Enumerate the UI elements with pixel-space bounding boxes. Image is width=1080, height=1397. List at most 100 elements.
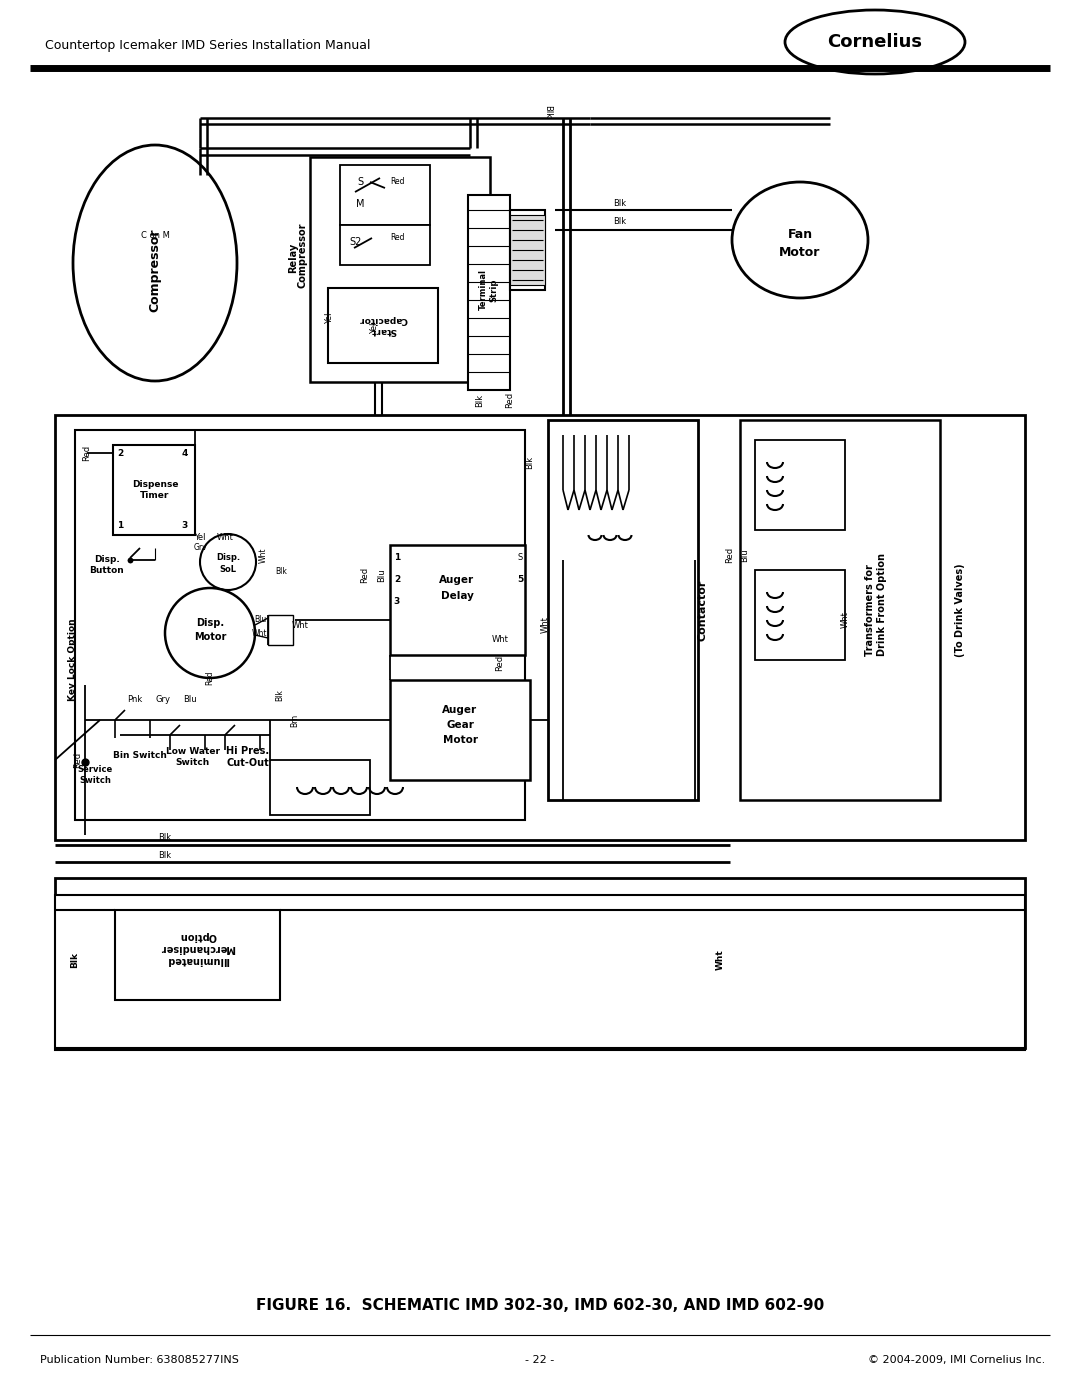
Bar xyxy=(55,877,1025,1048)
Text: Red: Red xyxy=(82,444,92,461)
Text: S: S xyxy=(517,553,523,563)
Ellipse shape xyxy=(165,588,255,678)
Text: Hi Pres.
Cut-Out: Hi Pres. Cut-Out xyxy=(227,746,270,768)
Ellipse shape xyxy=(200,534,256,590)
Text: Disp.: Disp. xyxy=(195,617,224,629)
Text: Blk: Blk xyxy=(275,689,284,701)
Bar xyxy=(55,895,1025,1051)
Text: Service
Switch: Service Switch xyxy=(78,766,112,785)
Bar xyxy=(740,420,940,800)
Text: Blu: Blu xyxy=(254,616,266,624)
Text: Blk: Blk xyxy=(613,218,626,226)
Bar xyxy=(510,215,545,285)
Text: Blk: Blk xyxy=(70,951,80,968)
Text: © 2004-2009, IMI Cornelius Inc.: © 2004-2009, IMI Cornelius Inc. xyxy=(867,1355,1045,1365)
Text: S: S xyxy=(356,177,363,187)
Text: Blk: Blk xyxy=(543,105,553,119)
Bar xyxy=(755,570,845,659)
Text: Compressor: Compressor xyxy=(149,228,162,312)
Text: Low Water
Switch: Low Water Switch xyxy=(166,747,220,767)
Bar xyxy=(548,420,698,800)
Ellipse shape xyxy=(732,182,868,298)
Text: Red: Red xyxy=(726,548,734,563)
Text: Wht: Wht xyxy=(217,532,233,542)
Text: Transformers for: Transformers for xyxy=(865,564,875,657)
Text: Wht: Wht xyxy=(540,616,550,633)
Text: (To Drink Valves): (To Drink Valves) xyxy=(955,563,966,657)
Text: Red: Red xyxy=(205,671,215,686)
Text: Gear: Gear xyxy=(446,719,474,731)
Bar xyxy=(510,210,545,291)
Text: Disp.
Button: Disp. Button xyxy=(90,555,124,574)
Text: Red: Red xyxy=(496,655,504,671)
Bar xyxy=(340,225,430,265)
Text: Dispense
Timer: Dispense Timer xyxy=(132,481,178,500)
Text: Bin Switch: Bin Switch xyxy=(113,750,167,760)
Text: Yel: Yel xyxy=(194,532,206,542)
Text: SoL: SoL xyxy=(219,564,237,574)
Text: Red: Red xyxy=(390,233,405,243)
Text: Contactor: Contactor xyxy=(698,580,708,641)
Text: Red: Red xyxy=(361,567,369,583)
Text: 2: 2 xyxy=(394,576,400,584)
Bar xyxy=(75,430,525,820)
Text: Terminal
Strip: Terminal Strip xyxy=(480,270,499,310)
Text: Blu: Blu xyxy=(741,548,750,562)
Text: Gry: Gry xyxy=(156,696,171,704)
Text: Delay: Delay xyxy=(441,591,473,601)
Text: Grv: Grv xyxy=(193,543,206,552)
Text: Red: Red xyxy=(505,393,514,408)
Text: 2: 2 xyxy=(117,448,123,457)
Bar xyxy=(268,615,293,645)
Bar xyxy=(390,680,530,780)
Text: M: M xyxy=(355,198,364,210)
Bar xyxy=(340,165,430,225)
Text: - 22 -: - 22 - xyxy=(525,1355,555,1365)
Text: Yel: Yel xyxy=(370,323,379,334)
Text: Cornelius: Cornelius xyxy=(827,34,922,52)
Text: Blu: Blu xyxy=(184,696,197,704)
Text: S2: S2 xyxy=(350,237,362,247)
Text: Red: Red xyxy=(390,177,405,187)
Text: Blk: Blk xyxy=(475,394,485,407)
Text: Wht: Wht xyxy=(258,548,268,563)
Text: Drink Front Option: Drink Front Option xyxy=(877,553,887,657)
Text: Wht: Wht xyxy=(292,620,309,630)
Text: Blk: Blk xyxy=(613,198,626,208)
Text: Blk: Blk xyxy=(526,455,535,468)
Text: Auger: Auger xyxy=(440,576,474,585)
Bar xyxy=(755,440,845,529)
Bar xyxy=(113,446,195,535)
Text: Blk: Blk xyxy=(275,567,287,577)
Bar xyxy=(270,760,370,814)
Text: 1: 1 xyxy=(394,553,400,563)
Text: Brn: Brn xyxy=(291,714,299,726)
Bar xyxy=(310,156,490,381)
Text: Disp.: Disp. xyxy=(216,552,240,562)
Bar xyxy=(114,909,280,1000)
Text: 5: 5 xyxy=(517,576,523,584)
Text: Compressor: Compressor xyxy=(298,222,308,288)
Text: 1: 1 xyxy=(117,521,123,529)
Text: Illuminated: Illuminated xyxy=(166,956,229,965)
Bar xyxy=(468,196,510,390)
Text: Motor: Motor xyxy=(443,735,477,745)
Text: Wht: Wht xyxy=(840,612,850,629)
Bar xyxy=(328,288,438,363)
Ellipse shape xyxy=(785,10,966,74)
Text: Auger: Auger xyxy=(443,705,477,715)
Text: Publication Number: 638085277INS: Publication Number: 638085277INS xyxy=(40,1355,239,1365)
Text: Blu: Blu xyxy=(378,569,387,581)
Text: Wht: Wht xyxy=(253,629,268,637)
Text: 3: 3 xyxy=(394,598,400,606)
Text: Key Lock Option: Key Lock Option xyxy=(68,619,77,701)
Text: Pnk: Pnk xyxy=(127,696,143,704)
Text: 3: 3 xyxy=(181,521,188,529)
Text: Fan: Fan xyxy=(787,229,812,242)
Text: 4: 4 xyxy=(181,448,188,457)
Text: C on M: C on M xyxy=(140,231,170,239)
Text: Motor: Motor xyxy=(780,246,821,258)
Text: Motor: Motor xyxy=(193,631,226,643)
Text: FIGURE 16.  SCHEMATIC IMD 302-30, IMD 602-30, AND IMD 602-90: FIGURE 16. SCHEMATIC IMD 302-30, IMD 602… xyxy=(256,1298,824,1313)
Text: Blk: Blk xyxy=(159,834,172,842)
